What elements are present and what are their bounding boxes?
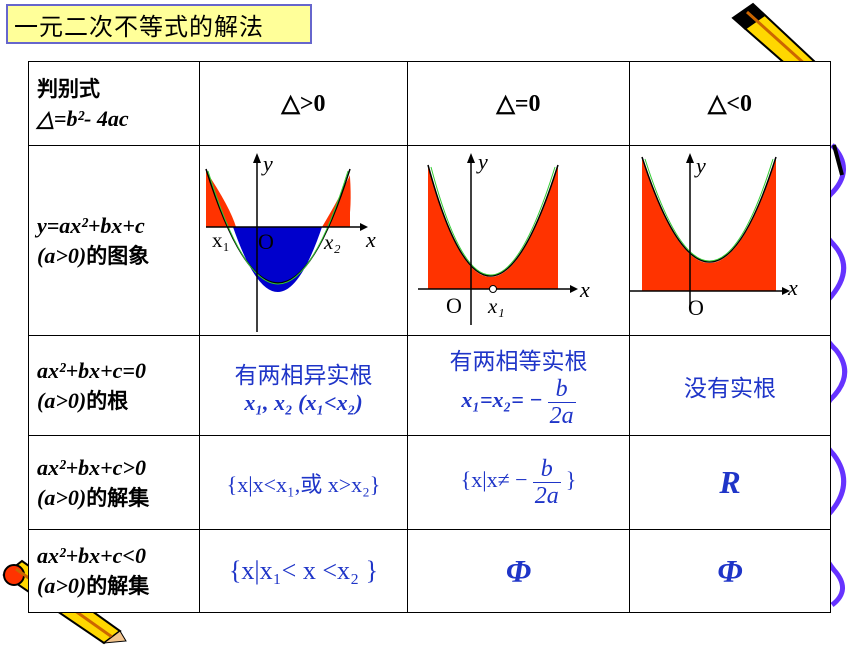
graph-one-root: y x O x₁ bbox=[418, 149, 590, 325]
page-title: 一元二次不等式的解法 bbox=[6, 4, 312, 44]
graph-function-label: y=ax²+bx+c bbox=[37, 212, 145, 238]
graph2-y-label: y bbox=[476, 149, 488, 174]
inequality-table: 判别式 △=b²- 4ac △>0 △=0 △<0 y=ax²+bx+c (a>… bbox=[28, 61, 831, 613]
header-delta-zero: △=0 bbox=[407, 61, 630, 146]
roots-two-distinct-formula: x₁, x₂ (x₁<x₂) bbox=[244, 389, 363, 415]
roots-equation-label: ax²+bx+c=0 bbox=[37, 357, 146, 383]
graph1-root1-label: x₁ bbox=[212, 228, 230, 252]
graph-cell-no-roots: y x O bbox=[629, 145, 831, 336]
greater-one-root-denominator: 2a bbox=[532, 482, 561, 509]
roots-cell-equal: 有两相等实根 x₁=x₂= − b 2a bbox=[407, 335, 630, 436]
graph1-root2-label: x₂ bbox=[323, 230, 341, 254]
greater-one-root-lhs: {x|x≠ − bbox=[460, 467, 528, 492]
less-inequality-label: ax²+bx+c<0 bbox=[37, 543, 146, 568]
roots-condition: (a>0) bbox=[37, 387, 87, 413]
roots-equal-text: 有两相等实根 bbox=[449, 349, 588, 375]
table-row-greater: ax²+bx+c>0 (a>0)的解集 {x|x<x₁,或 x>x₂} {x|x… bbox=[28, 435, 831, 530]
graph-cell-one-root: y x O x₁ bbox=[407, 145, 630, 336]
greater-solution-two-roots: {x|x<x₁,或 x>x₂} bbox=[199, 435, 408, 530]
greater-solution-one-root: {x|x≠ − b 2a } bbox=[407, 435, 630, 530]
row-header-roots: ax²+bx+c=0 (a>0)的根 bbox=[28, 335, 200, 436]
graph2-x-label: x bbox=[579, 277, 590, 302]
less-solution-one-root: Φ bbox=[407, 529, 630, 613]
roots-equal-fraction: b 2a bbox=[547, 376, 576, 429]
graph3-y-label: y bbox=[694, 153, 706, 178]
discriminant-formula: △=b²- 4ac bbox=[37, 105, 129, 131]
graph1-origin-label: O bbox=[258, 229, 274, 254]
graph3-origin-label: O bbox=[688, 295, 704, 320]
roots-equal-lhs: x₁=x₂= − bbox=[461, 387, 543, 412]
header-delta-positive: △>0 bbox=[199, 61, 408, 146]
graph-no-roots: y x O bbox=[630, 152, 798, 320]
greater-condition: (a>0) bbox=[37, 484, 87, 510]
roots-equal-denominator: 2a bbox=[547, 402, 576, 429]
roots-label-suffix: 的根 bbox=[86, 388, 129, 413]
graph-condition: (a>0) bbox=[37, 242, 87, 268]
row-header-graph: y=ax²+bx+c (a>0)的图象 bbox=[28, 145, 200, 336]
graph1-y-label: y bbox=[261, 151, 273, 176]
graph3-x-label: x bbox=[787, 275, 798, 300]
roots-equal-numerator: b bbox=[555, 376, 568, 402]
roots-two-distinct-text: 有两相异实根 bbox=[234, 362, 373, 389]
greater-one-root-rhs: } bbox=[565, 467, 577, 492]
discriminant-label: 判别式 bbox=[37, 76, 100, 101]
greater-one-root-numerator: b bbox=[540, 456, 553, 482]
graph1-x-label: x bbox=[365, 227, 376, 252]
table-row-header: 判别式 △=b²- 4ac △>0 △=0 △<0 bbox=[28, 61, 831, 146]
greater-one-root-fraction: b 2a bbox=[532, 456, 561, 509]
graph2-origin-label: O bbox=[446, 293, 462, 318]
row-header-discriminant: 判别式 △=b²- 4ac bbox=[28, 61, 200, 146]
header-delta-negative: △<0 bbox=[629, 61, 831, 146]
roots-cell-none: 没有实根 bbox=[629, 335, 831, 436]
less-solution-no-roots: Φ bbox=[629, 529, 831, 613]
table-row-roots: ax²+bx+c=0 (a>0)的根 有两相异实根 x₁, x₂ (x₁<x₂)… bbox=[28, 335, 831, 436]
greater-inequality-label: ax²+bx+c>0 bbox=[37, 454, 146, 480]
roots-cell-two-distinct: 有两相异实根 x₁, x₂ (x₁<x₂) bbox=[199, 335, 408, 436]
less-solution-two-roots: {x|x₁< x <x₂ } bbox=[199, 529, 408, 613]
table-row-graph: y=ax²+bx+c (a>0)的图象 y x O x₁ x₂ bbox=[28, 145, 831, 336]
less-label-suffix: 的解集 bbox=[86, 574, 150, 598]
graph2-root-label: x₁ bbox=[487, 294, 505, 318]
greater-solution-no-roots: R bbox=[629, 435, 831, 530]
graph-cell-two-roots: y x O x₁ x₂ bbox=[199, 145, 408, 336]
row-header-less: ax²+bx+c<0 (a>0)的解集 bbox=[28, 529, 200, 613]
table-row-less: ax²+bx+c<0 (a>0)的解集 {x|x₁< x <x₂ } Φ Φ bbox=[28, 529, 831, 613]
graph-two-roots: y x O x₁ x₂ bbox=[205, 151, 376, 332]
less-condition: (a>0) bbox=[37, 573, 87, 598]
row-header-greater: ax²+bx+c>0 (a>0)的解集 bbox=[28, 435, 200, 530]
graph-label-suffix: 的图象 bbox=[86, 243, 150, 268]
greater-label-suffix: 的解集 bbox=[86, 485, 150, 510]
